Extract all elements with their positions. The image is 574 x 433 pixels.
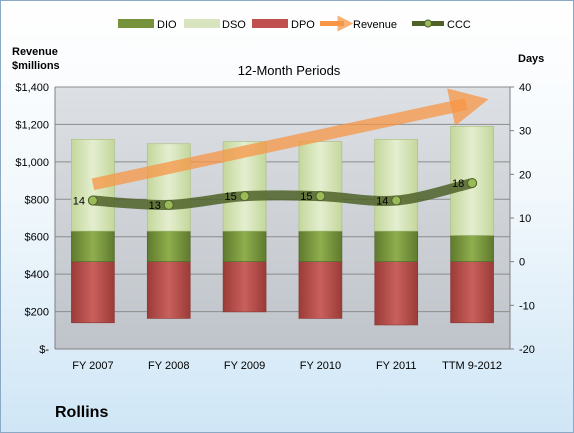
ccc-point-3 [315, 191, 326, 202]
company-name: Rollins [55, 404, 109, 421]
axes: $- $200 $400 $600 $800 $1,000 $1,200 $1,400 -20 -… [15, 82, 535, 372]
bar-dpo-2 [222, 261, 267, 313]
legend: DIO DSO DPO Revenue CCC [118, 15, 471, 32]
y-left-tick-label-3: $600 [25, 232, 49, 244]
bar-dpo-4 [374, 261, 419, 326]
ccc-data-label-1: 13 [149, 200, 161, 212]
legend-swatch-dio [118, 19, 154, 28]
y-right-tick-label-6: 40 [519, 82, 531, 94]
y-right-tick-label-1: -10 [519, 300, 535, 312]
x-tick-label-5: TTM 9-2012 [442, 360, 502, 372]
ccc-point-0 [87, 195, 98, 206]
x-tick-label-3: FY 2010 [300, 360, 341, 372]
ccc-data-label-5: 18 [452, 178, 464, 190]
y-right-tick-label-0: -20 [519, 344, 535, 356]
chart-title: 12-Month Periods [238, 63, 341, 78]
y-left-tick-label-7: $1,400 [15, 82, 49, 94]
x-tick-label-0: FY 2007 [72, 360, 113, 372]
legend-label-revenue: Revenue [353, 19, 397, 31]
y-left-tick-label-6: $1,200 [15, 119, 49, 131]
bar-dpo-3 [298, 261, 343, 319]
ccc-data-label-2: 15 [224, 191, 236, 203]
y-right-tick-label-5: 30 [519, 126, 531, 138]
ccc-data-label-0: 14 [73, 196, 85, 208]
bar-dio-3 [298, 230, 343, 262]
ccc-data-label-3: 15 [300, 191, 312, 203]
bar-dio-4 [374, 230, 419, 262]
bar-dpo-1 [146, 261, 191, 319]
y-left-tick-label-2: $400 [25, 269, 49, 281]
bars [71, 126, 494, 326]
series-revenue-arrow [91, 88, 489, 191]
bar-dso-1 [146, 143, 191, 232]
y-right-tick-label-2: 0 [519, 257, 525, 269]
legend-marker-ccc [424, 19, 432, 28]
legend-swatch-dso [184, 19, 220, 28]
y-left-tick-label-0: $- [39, 344, 49, 356]
ccc-data-label-4: 14 [376, 196, 388, 208]
y-left-tick-label-1: $200 [25, 307, 49, 319]
ccc-point-5 [467, 178, 478, 189]
y-left-tick-label-5: $1,000 [15, 157, 49, 169]
x-tick-label-2: FY 2009 [224, 360, 265, 372]
legend-label-dio: DIO [157, 19, 177, 31]
y-right-tick-label-4: 20 [519, 169, 531, 181]
y-axis-left-label-line1: Revenue [12, 46, 58, 58]
series-ccc-line [87, 178, 478, 210]
x-tick-label-4: FY 2011 [376, 360, 417, 372]
bar-dio-1 [146, 230, 191, 262]
y-axis-right-label: Days [518, 53, 544, 65]
bar-dpo-5 [450, 261, 494, 324]
ccc-point-1 [163, 199, 174, 210]
plot-area [55, 87, 510, 349]
line-series: 14 13 15 15 14 18 [73, 88, 489, 212]
legend-label-ccc: CCC [447, 19, 471, 31]
ccc-point-4 [391, 195, 402, 206]
bar-dio-2 [222, 230, 267, 262]
y-right-tick-label-3: 10 [519, 213, 531, 225]
legend-swatch-dpo [252, 19, 288, 28]
ccc-point-2 [239, 191, 250, 202]
y-axis-left-label-line2: $millions [12, 60, 60, 72]
bar-dpo-0 [71, 261, 115, 324]
legend-label-dpo: DPO [291, 19, 315, 31]
x-tick-label-1: FY 2008 [148, 360, 189, 372]
bar-dio-5 [450, 235, 494, 262]
bar-dso-4 [374, 139, 419, 232]
bar-dio-0 [71, 230, 115, 262]
bar-dso-3 [298, 141, 343, 232]
y-left-tick-label-4: $800 [25, 194, 49, 206]
legend-label-dso: DSO [222, 19, 246, 31]
